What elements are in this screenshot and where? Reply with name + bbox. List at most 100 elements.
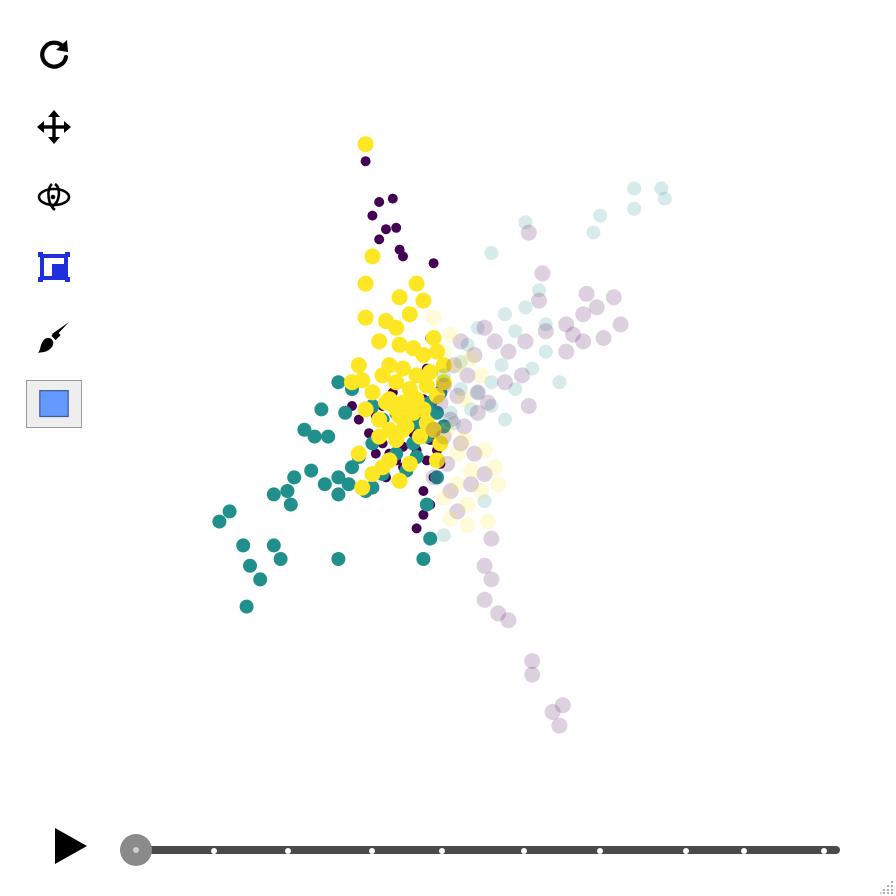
scatter-point (490, 605, 507, 622)
scatter-point (473, 483, 490, 499)
scatter-point (432, 435, 449, 452)
scatter-point (456, 418, 473, 435)
scatter-point (357, 401, 374, 418)
scatter-point (612, 316, 629, 333)
scatter-point (391, 472, 408, 489)
scatter-point (331, 552, 346, 566)
frame-slider-tick[interactable] (821, 848, 827, 854)
scatter-point (387, 193, 398, 204)
scatter-point (321, 429, 336, 444)
box-select-icon (38, 252, 70, 282)
scatter-point (435, 343, 452, 360)
scatter-point (266, 487, 281, 502)
scatter-point (422, 364, 439, 380)
scatter-point (435, 357, 452, 374)
scatter-point (371, 333, 388, 350)
frame-slider-tick[interactable] (597, 848, 603, 854)
color-swatch-button[interactable] (26, 380, 82, 428)
scatter-point (524, 666, 541, 683)
scatter-point (463, 476, 479, 493)
scatter-point (439, 455, 456, 472)
play-icon[interactable] (52, 826, 90, 866)
frame-slider-tick[interactable] (369, 848, 375, 854)
scatter-point (480, 394, 496, 411)
scatter-plot[interactable] (0, 0, 896, 800)
scatter-point (317, 477, 332, 492)
scatter-point (280, 484, 295, 498)
frame-slider-tick[interactable] (211, 848, 217, 854)
scatter-point (428, 258, 439, 269)
scatter-series-3 (436, 181, 672, 543)
scatter-point (435, 428, 452, 445)
scatter-point (442, 411, 459, 428)
frame-slider-tick[interactable] (683, 848, 689, 854)
scatter-point (415, 347, 432, 363)
frame-slider-tick[interactable] (521, 848, 527, 854)
scatter-point (432, 435, 449, 452)
scatter-point (538, 317, 553, 332)
scatter-point (459, 517, 476, 533)
frame-slider-handle[interactable] (120, 834, 152, 866)
scatter-point (395, 421, 411, 438)
scatter-point (538, 344, 553, 359)
scatter-point (654, 181, 669, 196)
scatter-point (586, 225, 601, 240)
scatter-point (314, 402, 329, 417)
scatter-point (588, 299, 605, 316)
scatter-point (627, 181, 642, 196)
box-select-button[interactable] (26, 242, 82, 292)
scatter-point (331, 470, 346, 485)
scatter-point (520, 398, 537, 414)
scatter-point (466, 445, 483, 462)
scatter-point (405, 404, 422, 421)
scatter-point (449, 445, 466, 462)
scatter-point (425, 309, 442, 326)
scatter-point (469, 384, 486, 401)
scatter-point (435, 489, 452, 506)
scatter-point (476, 466, 493, 482)
frame-slider-track[interactable] (120, 846, 840, 854)
scatter-point (423, 531, 438, 546)
scatter-point (416, 552, 431, 566)
scatter-point (287, 470, 302, 485)
scatter-point (388, 401, 405, 418)
scatter-point (297, 422, 312, 437)
scatter-point (552, 375, 567, 390)
scatter-point (497, 374, 513, 391)
scatter-point (494, 358, 509, 373)
frame-slider-tick[interactable] (439, 848, 445, 854)
scatter-point (476, 591, 493, 608)
scatter-point (442, 483, 459, 499)
paint-brush-button[interactable] (26, 312, 82, 362)
reset-view-button[interactable] (26, 30, 82, 80)
scatter-point (350, 445, 367, 462)
scatter-point (374, 459, 391, 476)
scatter-point (456, 391, 473, 408)
scatter-point (418, 486, 429, 496)
scatter-point (439, 421, 456, 438)
scatter-point (350, 357, 367, 374)
frame-slider-tick[interactable] (741, 848, 747, 854)
scatter-point (453, 382, 468, 396)
scatter-point (304, 463, 319, 478)
scatter-point (429, 452, 445, 469)
scatter-point (432, 394, 449, 411)
scatter-point (388, 319, 405, 336)
scatter-point (436, 368, 451, 383)
scatter-point (469, 404, 486, 421)
scatter-point (480, 513, 496, 530)
scatter-point (374, 197, 385, 207)
pan-button[interactable] (26, 102, 82, 152)
scatter-point (442, 510, 459, 527)
scatter-point (498, 307, 512, 322)
scatter-point (374, 234, 385, 245)
scatter-point (490, 476, 507, 493)
scatter-point (307, 429, 322, 444)
scatter-point (429, 343, 445, 360)
resize-grip-icon[interactable] (880, 880, 894, 894)
orbit-rotate-button[interactable] (26, 172, 82, 222)
paint-brush-icon (38, 322, 69, 353)
frame-slider-tick[interactable] (285, 848, 291, 854)
scatter-point (551, 717, 568, 734)
scatter-point (575, 306, 592, 323)
